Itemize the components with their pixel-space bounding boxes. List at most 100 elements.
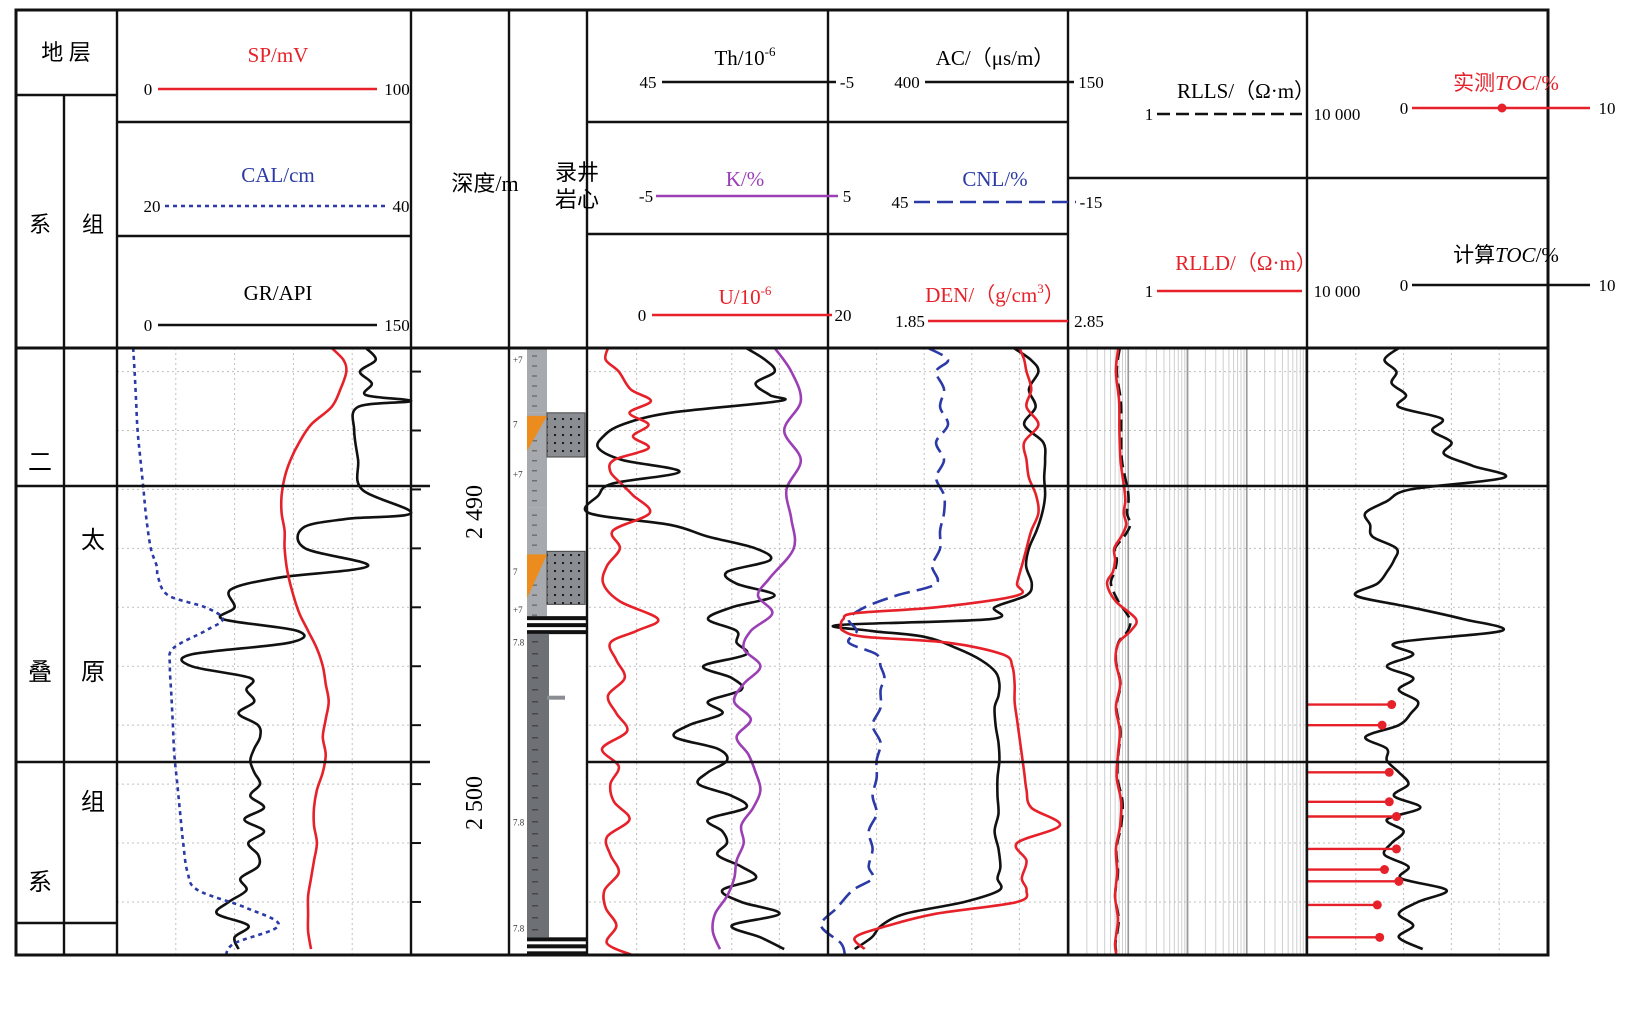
spmv-curve [279, 348, 348, 950]
core-tag: 7.8 [513, 817, 525, 827]
den-label: DEN/（g/cm3） [925, 281, 1064, 307]
k-label: K/% [726, 167, 765, 191]
cnl-curve [819, 348, 950, 955]
rlls-max: 10 000 [1314, 105, 1361, 124]
toc-measured-point [1379, 865, 1389, 875]
system-char-3: 系 [28, 869, 52, 896]
strat-header-top: 地 层 [41, 40, 91, 65]
acsm-curve [831, 348, 1047, 951]
core-coal-band [527, 944, 587, 949]
grapi-curve [180, 348, 413, 950]
u-max: 20 [835, 306, 852, 325]
den-max: 2.85 [1074, 312, 1104, 331]
th-curve [583, 348, 787, 951]
toc-calculated-min: 0 [1400, 276, 1409, 295]
th-min: 45 [640, 73, 657, 92]
depth-label-2490: 2 490 [462, 485, 488, 539]
cnl-max: -15 [1080, 193, 1103, 212]
toc-measured-point [1384, 797, 1394, 807]
core-tag: 7 [513, 420, 518, 430]
sp-min: 0 [144, 80, 153, 99]
core-header-line1: 录井 [555, 160, 599, 185]
core-sample-marker [527, 415, 547, 452]
k-min: -5 [639, 187, 653, 206]
strat-header-formation: 组 [82, 212, 104, 237]
cnl-min: 45 [892, 193, 909, 212]
gr-max: 150 [384, 316, 410, 335]
system-char-2: 叠 [28, 659, 52, 686]
core-header-line2: 岩心 [555, 187, 599, 212]
cal-label: CAL/cm [241, 163, 315, 187]
formation-char-2: 原 [81, 660, 105, 686]
ac-max: 150 [1078, 73, 1104, 92]
toc-measured-point [1384, 767, 1394, 777]
system-char-1: 二 [28, 450, 52, 476]
core-tag: 7.8 [513, 638, 525, 648]
toc-measured-label: 实测TOC/% [1453, 71, 1559, 95]
rlld-label: RLLD/（Ω·m） [1175, 251, 1317, 275]
toc-measured-legend-marker [1497, 103, 1507, 113]
u-min: 0 [638, 306, 647, 325]
ac-label: AC/（μs/m） [936, 46, 1055, 70]
core-tag: +7 [513, 470, 523, 480]
gr-label: GR/API [244, 281, 313, 305]
core-coal-band [527, 616, 587, 621]
rlldm-curve [1105, 348, 1138, 955]
th-max: -5 [840, 73, 854, 92]
formation-char-3: 组 [81, 789, 105, 816]
rlls-min: 1 [1145, 105, 1154, 124]
toc-calculated-max: 10 [1599, 276, 1616, 295]
toc-measured-point [1375, 932, 1385, 942]
system-name: 二 叠 系 [28, 450, 52, 896]
core-sample-bar [547, 695, 565, 700]
rlld-max: 10 000 [1314, 282, 1361, 301]
depth-label-2500: 2 500 [462, 776, 488, 830]
core-coal-band [527, 630, 587, 635]
toc-measured-point [1377, 720, 1387, 730]
den-min: 1.85 [895, 312, 925, 331]
cal-max: 40 [393, 197, 410, 216]
formation-char-1: 太 [81, 527, 105, 554]
cal-min: 20 [144, 197, 161, 216]
th-label: Th/10-6 [714, 44, 776, 70]
legend-lines [158, 80, 1590, 327]
rlls-label: RLLS/（Ω·m） [1177, 79, 1315, 103]
core-mudstone [527, 348, 547, 413]
sp-max: 100 [384, 80, 410, 99]
rlld-min: 1 [1145, 282, 1154, 301]
core-tag: +7 [513, 355, 523, 365]
core-sandstone [546, 412, 586, 458]
k-max: 5 [843, 187, 852, 206]
core-coal-band [527, 951, 587, 956]
core-tag: 7.8 [513, 923, 525, 933]
core-sample-marker [527, 554, 547, 599]
rllsm-curve [1109, 348, 1132, 955]
core-coal-band [527, 623, 587, 628]
core-tag: 7 [513, 567, 518, 577]
core-sandstone [546, 550, 586, 605]
outer-frame [14, 8, 1550, 957]
formation-name: 太 原 组 [81, 527, 105, 816]
cnl-label: CNL/% [962, 167, 1027, 191]
toc-calculated-label: 计算TOC/% [1453, 243, 1559, 267]
dengcm-curve [839, 348, 1062, 951]
calcm-curve [131, 348, 280, 955]
ac-min: 400 [894, 73, 920, 92]
toc-curve [1353, 348, 1508, 951]
toc-measured-point [1391, 844, 1401, 854]
toc-measured-point [1372, 900, 1382, 910]
curve-layer [131, 348, 1508, 955]
toc-measured-max: 10 [1599, 99, 1616, 118]
sp-label: SP/mV [248, 43, 309, 67]
core-coal-band [527, 937, 587, 942]
toc-measured-min: 0 [1400, 99, 1409, 118]
toc-measured-point [1391, 812, 1401, 822]
core-tag: +7 [513, 605, 523, 615]
gr-min: 0 [144, 316, 153, 335]
frame-layer: +7 7 +7 7 +7 7.8 7.8 7.8 [14, 8, 1550, 957]
strat-header-system: 系 [29, 212, 51, 237]
depth-header: 深度/m [451, 171, 518, 196]
u-label: U/10-6 [719, 283, 772, 309]
grid-layer [117, 348, 1547, 955]
